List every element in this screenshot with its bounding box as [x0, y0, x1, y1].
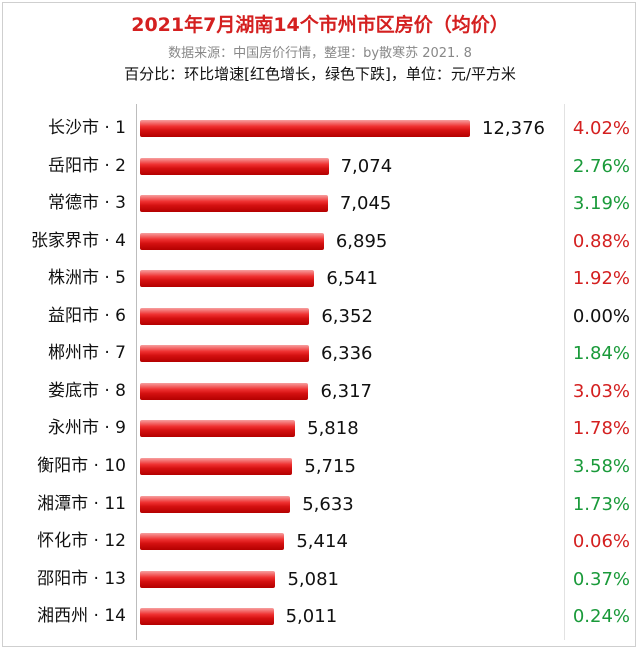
value-label: 6,541 [326, 268, 378, 290]
value-label: 7,045 [339, 193, 392, 215]
bar-row: 邵阳市 · 13 5,081 0.37% [0, 561, 640, 598]
bar-row: 娄底市 · 8 6,317 3.03% [0, 373, 640, 410]
change-label: 1.92% [572, 268, 630, 290]
bar [140, 420, 296, 438]
value-label: 5,633 [302, 493, 354, 515]
bar-row: 株洲市 · 5 6,541 1.92% [0, 260, 640, 297]
change-label: 3.19% [572, 193, 630, 215]
category-label: 永州市 · 9 [47, 418, 126, 439]
change-label: 4.02% [572, 118, 630, 139]
bar-row: 湘西州 · 14 5,011 0.24% [0, 598, 640, 635]
bar-row: 益阳市 · 6 6,352 0.00% [0, 298, 640, 335]
bar-row: 怀化市 · 12 5,414 0.06% [0, 523, 640, 560]
bar-row: 岳阳市 · 2 7,074 2.76% [0, 148, 640, 185]
bar-row: 张家界市 · 4 6,895 0.88% [0, 223, 640, 260]
category-label: 株洲市 · 5 [47, 268, 126, 289]
bar [140, 307, 310, 325]
category-label: 湘西州 · 14 [37, 606, 126, 627]
category-label: 湘潭市 · 11 [37, 493, 126, 514]
bar [140, 232, 324, 250]
change-label: 3.58% [572, 455, 630, 477]
value-label: 6,317 [320, 380, 372, 402]
chart-title: 2021年7月湖南14个市州市区房价（均价） [131, 14, 509, 36]
change-label: 0.37% [572, 568, 630, 590]
bar [140, 157, 329, 175]
bar-row: 长沙市 · 1 12,376 4.02% [0, 110, 640, 147]
bar-row: 衡阳市 · 10 5,715 3.58% [0, 448, 640, 485]
bar-row: 永州市 · 9 5,818 1.78% [0, 410, 640, 447]
bar [140, 457, 293, 475]
category-label: 张家界市 · 4 [30, 230, 126, 251]
bar [140, 533, 285, 551]
category-label: 郴州市 · 7 [47, 343, 126, 364]
category-axis-line [136, 104, 137, 640]
value-label: 12,376 [482, 118, 545, 139]
chart-note: 百分比：环比增速[红色增长，绿色下跌]，单位：元/平方米 [124, 65, 516, 83]
change-label: 0.24% [572, 606, 630, 628]
column-separator [564, 104, 565, 640]
bar-row: 湘潭市 · 11 5,633 1.73% [0, 486, 640, 523]
value-label: 6,336 [320, 343, 373, 365]
category-label: 益阳市 · 6 [47, 305, 126, 326]
value-label: 5,818 [307, 418, 359, 440]
bar-row: 常德市 · 3 7,045 3.19% [0, 185, 640, 222]
value-label: 6,895 [335, 230, 388, 252]
bar [140, 570, 276, 588]
value-label: 5,011 [285, 606, 338, 628]
change-label: 1.73% [572, 493, 630, 515]
category-label: 邵阳市 · 13 [37, 568, 126, 589]
bar [140, 120, 470, 137]
category-label: 娄底市 · 8 [47, 380, 126, 401]
chart-subtitle: 数据来源：中国房价行情，整理：by散寒苏 2021. 8 [168, 46, 472, 61]
bar [140, 495, 291, 513]
change-label: 1.78% [572, 418, 630, 440]
change-label: 0.06% [572, 531, 630, 553]
category-label: 常德市 · 3 [47, 193, 126, 214]
bar [140, 382, 309, 400]
bar-row: 郴州市 · 7 6,336 1.84% [0, 335, 640, 372]
category-label: 长沙市 · 1 [47, 118, 126, 138]
bar [140, 345, 309, 363]
category-label: 岳阳市 · 2 [47, 155, 126, 176]
change-label: 0.88% [572, 230, 630, 252]
change-label: 2.76% [572, 155, 630, 177]
category-label: 衡阳市 · 10 [37, 455, 126, 476]
bar [140, 195, 328, 213]
change-label: 3.03% [572, 380, 630, 402]
value-label: 5,081 [287, 568, 339, 590]
bar [140, 270, 315, 288]
value-label: 5,715 [304, 455, 356, 477]
category-label: 怀化市 · 12 [37, 531, 126, 552]
value-label: 6,352 [321, 305, 373, 327]
bar [140, 608, 274, 626]
value-label: 7,074 [340, 155, 393, 177]
value-label: 5,414 [296, 531, 348, 553]
change-label: 1.84% [572, 343, 630, 365]
change-label: 0.00% [572, 305, 630, 327]
